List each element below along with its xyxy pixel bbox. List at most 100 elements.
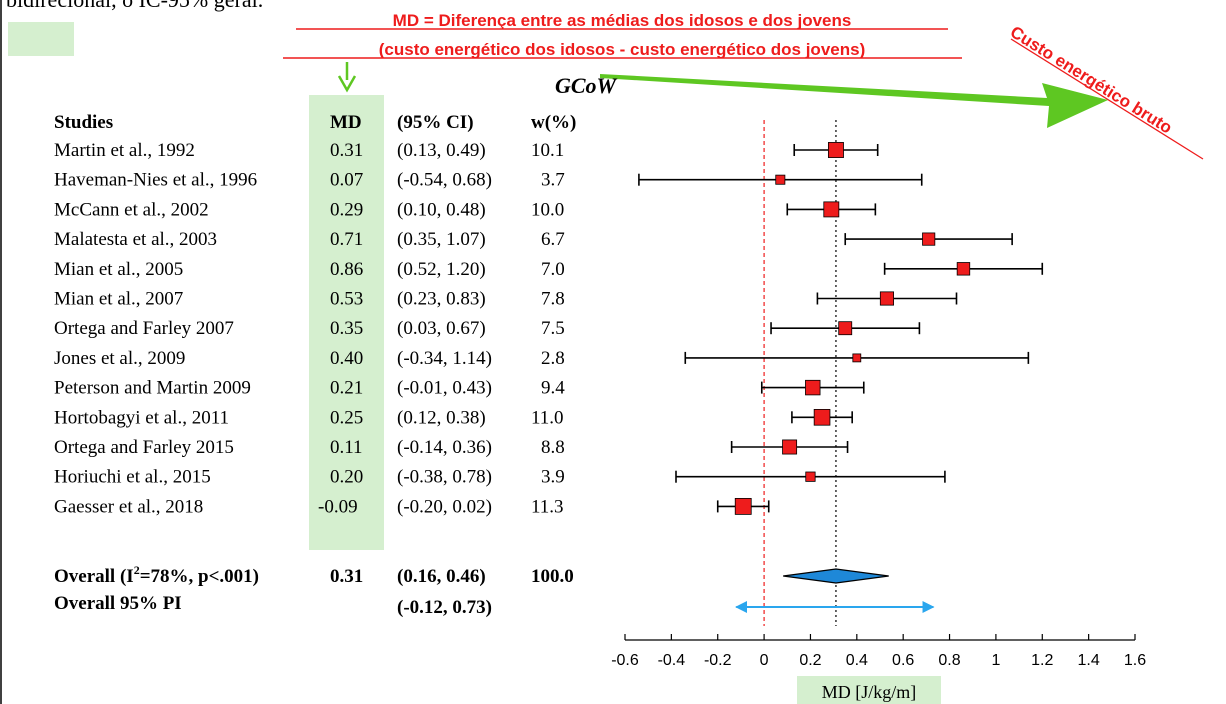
study-point (734, 497, 752, 515)
study-ci: (-0.38, 0.78) (397, 467, 492, 488)
study-ci: (-0.01, 0.43) (397, 378, 492, 399)
annotation-line-2: (custo energético dos idosos - custo ene… (379, 40, 865, 59)
study-weight: 3.9 (541, 467, 565, 488)
x-tick-label: 1.2 (1031, 652, 1053, 669)
study-ci: (-0.20, 0.02) (397, 496, 492, 517)
study-name: Ortega and Farley 2015 (54, 437, 234, 458)
green-down-arrow (337, 62, 357, 93)
study-md: 0.25 (330, 407, 363, 428)
study-name: Hortobagyi et al., 2011 (54, 407, 229, 428)
overall-md: 0.31 (330, 566, 363, 587)
study-ci: (0.52, 1.20) (397, 259, 486, 280)
study-name: Mian et al., 2007 (54, 289, 183, 310)
study-ci: (0.23, 0.83) (397, 289, 486, 310)
study-name: Haveman-Nies et al., 1996 (54, 170, 257, 191)
study-md: 0.20 (330, 467, 363, 488)
green-legend-swatch (8, 22, 74, 56)
overall-pi-ci: (-0.12, 0.73) (397, 597, 492, 618)
overall-weight: 100.0 (531, 566, 574, 587)
study-md: -0.09 (318, 496, 358, 517)
x-tick-label: 0 (760, 652, 769, 669)
study-md: 0.31 (330, 140, 363, 161)
study-point (879, 291, 895, 306)
study-name: Horiuchi et al., 2015 (54, 467, 211, 488)
study-name: Malatesta et al., 2003 (54, 229, 217, 250)
study-weight: 8.8 (541, 437, 565, 458)
study-weight: 10.0 (531, 199, 564, 220)
study-point (838, 321, 853, 336)
study-weight: 7.0 (541, 259, 565, 280)
overall-label: Overall (I2=78%, p<.001) (54, 563, 259, 587)
study-name: Martin et al., 1992 (54, 140, 195, 161)
rotated-label: Custo energético bruto (1007, 22, 1176, 137)
overall-pi-label: Overall 95% PI (54, 593, 182, 614)
study-weight: 3.7 (541, 170, 565, 191)
x-tick-label: 1.6 (1124, 652, 1146, 669)
x-tick-label: -0.6 (611, 652, 639, 669)
study-ci: (-0.54, 0.68) (397, 170, 492, 191)
study-point (956, 262, 971, 276)
study-point (827, 142, 844, 158)
study-weight: 7.8 (541, 289, 565, 310)
header-ci: (95% CI) (397, 112, 474, 133)
study-name: Mian et al., 2005 (54, 259, 183, 280)
x-tick-label: 0.2 (799, 652, 821, 669)
study-name: Peterson and Martin 2009 (54, 378, 251, 399)
study-weight: 6.7 (541, 229, 565, 250)
study-name: Jones et al., 2009 (54, 348, 185, 369)
study-md: 0.53 (330, 289, 363, 310)
study-md: 0.29 (330, 199, 363, 220)
study-md: 0.11 (330, 437, 363, 458)
x-tick-label: 0.6 (892, 652, 914, 669)
study-point (852, 353, 862, 363)
header-studies: Studies (54, 112, 113, 133)
study-weight: 10.1 (531, 140, 564, 161)
study-ci: (-0.14, 0.36) (397, 437, 492, 458)
overall-diamond (783, 568, 889, 584)
study-md: 0.35 (330, 318, 363, 339)
green-big-arrow (600, 74, 1108, 128)
rotated-label-underline (1010, 38, 1204, 160)
md-column-highlight (309, 95, 384, 550)
x-tick-label: -0.4 (658, 652, 686, 669)
x-tick-label: 0.4 (846, 652, 868, 669)
overall-ci: (0.16, 0.46) (397, 566, 486, 587)
study-point (823, 201, 840, 218)
study-md: 0.71 (330, 229, 363, 250)
header-weight: w(%) (531, 112, 576, 133)
study-name: McCann et al., 2002 (54, 199, 209, 220)
study-point (805, 379, 821, 396)
x-tick-label: -0.2 (704, 652, 732, 669)
study-md: 0.86 (330, 259, 363, 280)
study-weight: 11.3 (531, 496, 564, 517)
chart-title: GCoW (555, 73, 618, 98)
study-point (775, 174, 786, 185)
study-weight: 7.5 (541, 318, 565, 339)
xaxis-label-highlight (797, 676, 941, 704)
x-tick-label: 1 (991, 652, 1000, 669)
x-axis-label: MD [J/kg/m] (822, 682, 917, 702)
study-ci: (-0.34, 1.14) (397, 348, 492, 369)
x-tick-label: 0.8 (938, 652, 960, 669)
study-ci: (0.12, 0.38) (397, 407, 486, 428)
study-point (922, 232, 936, 246)
study-md: 0.21 (330, 378, 363, 399)
study-weight: 9.4 (541, 378, 565, 399)
study-ci: (0.35, 1.07) (397, 229, 486, 250)
study-ci: (0.03, 0.67) (397, 318, 486, 339)
study-point (805, 471, 816, 482)
study-name: Gaesser et al., 2018 (54, 496, 203, 517)
x-tick-label: 1.4 (1078, 652, 1100, 669)
study-md: 0.40 (330, 348, 363, 369)
header-md: MD (330, 112, 362, 133)
annotation-line-1: MD = Diferença entre as médias dos idoso… (393, 11, 852, 30)
study-weight: 11.0 (531, 407, 564, 428)
study-point (813, 409, 831, 426)
study-name: Ortega and Farley 2007 (54, 318, 234, 339)
study-weight: 2.8 (541, 348, 565, 369)
study-point (782, 439, 798, 455)
study-ci: (0.13, 0.49) (397, 140, 486, 161)
study-md: 0.07 (330, 170, 363, 191)
